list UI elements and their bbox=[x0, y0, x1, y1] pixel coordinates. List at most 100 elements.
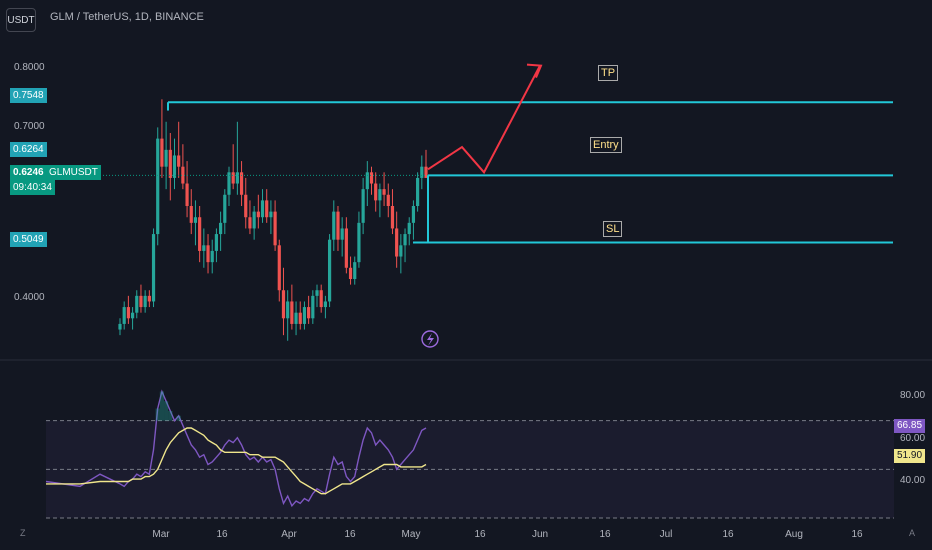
sl-annotation[interactable]: SL bbox=[603, 221, 623, 237]
time-axis-label: 16 bbox=[599, 529, 611, 540]
projection-path bbox=[427, 65, 541, 175]
candle-body bbox=[256, 211, 260, 218]
price-tick-label: 0.7000 bbox=[14, 121, 45, 132]
candle-body bbox=[206, 245, 210, 263]
rsi-tick-label: 60.00 bbox=[900, 433, 926, 444]
currency-button[interactable]: USDT bbox=[6, 8, 36, 32]
auto-scale-button[interactable]: A bbox=[909, 528, 916, 538]
candle-body bbox=[361, 189, 365, 223]
time-axis-label: 16 bbox=[216, 529, 228, 540]
candle-body bbox=[227, 172, 231, 195]
rsi-overbought-fill bbox=[168, 410, 173, 421]
candle-body bbox=[235, 172, 239, 184]
candle-body bbox=[365, 172, 369, 190]
candle-body bbox=[382, 189, 386, 195]
candle-body bbox=[143, 295, 147, 308]
sl-price-tag: 0.5049 bbox=[10, 232, 47, 247]
entry-annotation[interactable]: Entry bbox=[590, 137, 622, 153]
candle-body bbox=[244, 194, 248, 218]
time-axis-label: 16 bbox=[474, 529, 486, 540]
candle-body bbox=[327, 239, 332, 302]
candle-body bbox=[416, 177, 420, 206]
candle-body bbox=[214, 234, 219, 251]
candle-body bbox=[231, 172, 235, 184]
price-tick-label: 0.8000 bbox=[14, 62, 45, 73]
candle-body bbox=[424, 166, 428, 178]
candle-body bbox=[130, 312, 135, 319]
rsi-overbought-fill bbox=[176, 415, 181, 421]
rsi-overbought-fill bbox=[164, 401, 169, 421]
symbol-tag: GLMUSDT bbox=[46, 165, 101, 180]
candle-body bbox=[252, 211, 256, 229]
candle-body bbox=[307, 307, 311, 319]
candle-body bbox=[315, 290, 319, 296]
candle-body bbox=[357, 222, 361, 263]
candle-body bbox=[189, 206, 193, 223]
candle-body bbox=[181, 166, 185, 184]
candle-body bbox=[294, 312, 298, 324]
candle-body bbox=[336, 211, 340, 240]
lightning-bolt-icon bbox=[427, 333, 434, 346]
candle-body bbox=[135, 295, 139, 313]
candle-body bbox=[290, 301, 294, 324]
high-price-tag: 0.6264 bbox=[10, 142, 47, 157]
candle-body bbox=[344, 228, 348, 268]
candle-body bbox=[147, 295, 151, 302]
candle-body bbox=[219, 222, 223, 235]
rsi-line-history bbox=[45, 473, 121, 488]
countdown-tag: 09:40:34 bbox=[10, 180, 55, 195]
rsi-overbought-fill bbox=[159, 391, 165, 421]
candle-body bbox=[210, 250, 214, 263]
projection-arrowhead bbox=[526, 63, 543, 79]
rsi-ma-line bbox=[46, 427, 427, 495]
candle-body bbox=[407, 222, 411, 235]
candle-body bbox=[239, 172, 244, 195]
candle-body bbox=[202, 245, 206, 251]
time-axis-label: Aug bbox=[785, 529, 803, 540]
candle-body bbox=[323, 301, 327, 308]
chart-title: GLM / TetherUS, 1D, BINANCE bbox=[50, 11, 204, 23]
time-axis-label: 16 bbox=[722, 529, 734, 540]
rsi-tick-label: 40.00 bbox=[900, 475, 926, 486]
candle-body bbox=[399, 245, 403, 257]
candle-body bbox=[139, 295, 143, 308]
candle-body bbox=[332, 211, 336, 240]
time-axis-label: Apr bbox=[281, 529, 297, 540]
time-axis-label: 16 bbox=[851, 529, 863, 540]
rsi-overbought-fill bbox=[155, 408, 160, 421]
candle-body bbox=[151, 234, 156, 302]
time-axis-label: Jul bbox=[660, 529, 673, 540]
candle-body bbox=[164, 149, 168, 167]
candle-body bbox=[172, 155, 177, 178]
candle-body bbox=[395, 228, 399, 257]
candle-body bbox=[348, 267, 353, 279]
time-axis-label: Mar bbox=[152, 529, 170, 540]
candle-body bbox=[353, 262, 357, 279]
candle-body bbox=[193, 217, 198, 223]
candle-body bbox=[390, 206, 395, 229]
current-price-tag: 0.6246 bbox=[10, 165, 47, 180]
candle-body bbox=[369, 172, 374, 184]
candle-body bbox=[118, 323, 122, 330]
candle-body bbox=[122, 307, 126, 324]
candle-body bbox=[198, 217, 202, 251]
rsi-tick-label: 80.00 bbox=[900, 390, 926, 401]
candle-body bbox=[374, 183, 378, 201]
tp-annotation[interactable]: TP bbox=[598, 65, 619, 81]
candle-body bbox=[223, 194, 227, 223]
candle-body bbox=[403, 234, 407, 246]
time-axis-label: 16 bbox=[344, 529, 356, 540]
rsi-ma-value-tag: 51.90 bbox=[894, 449, 926, 463]
zoom-corner-label[interactable]: Z bbox=[20, 528, 26, 538]
candle-body bbox=[298, 312, 302, 324]
candle-body bbox=[265, 200, 269, 218]
candle-body bbox=[168, 149, 172, 178]
candle-body bbox=[302, 307, 307, 324]
candle-body bbox=[269, 211, 273, 218]
candle-body bbox=[248, 217, 252, 229]
candle-body bbox=[185, 183, 189, 206]
candle-body bbox=[177, 155, 181, 167]
time-axis-label: May bbox=[402, 529, 421, 540]
